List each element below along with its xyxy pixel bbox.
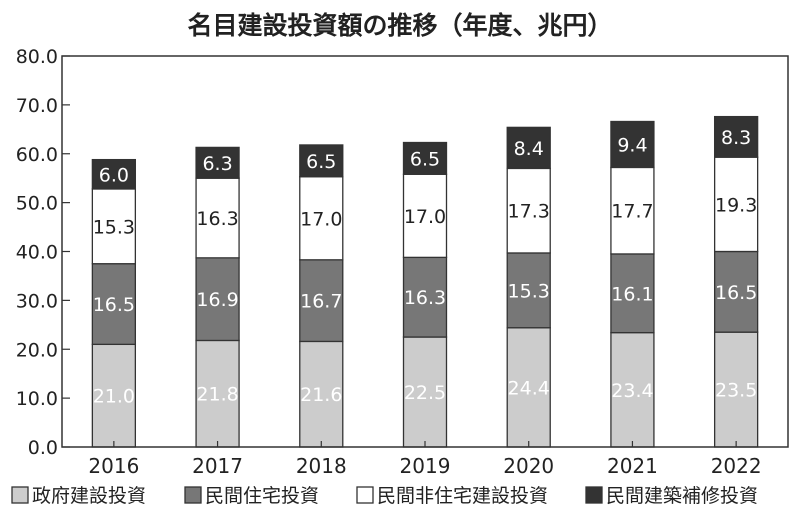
bar-value-label: 21.6: [300, 384, 342, 406]
bar-value-label: 16.9: [196, 289, 238, 311]
legend: 政府建設投資 民間住宅投資 民間非住宅建設投資 民間建築補修投資: [11, 485, 758, 507]
bar-segment: [402, 141, 448, 175]
legend-swatch: [184, 486, 202, 504]
bar-segment: [402, 173, 448, 259]
bar-segment: [610, 253, 655, 334]
bar-value-label: 23.5: [715, 380, 757, 402]
bar-value-label: 16.3: [196, 208, 238, 230]
legend-swatch: [356, 486, 374, 504]
bar-value-label: 16.1: [611, 283, 653, 305]
bar-value-label: 8.4: [514, 138, 544, 160]
bar-value-label: 17.0: [404, 206, 446, 228]
x-tick-label: 2019: [400, 454, 451, 478]
bar-segment: [506, 167, 551, 254]
legend-label: 民間住宅投資: [205, 485, 319, 507]
y-tick-label: 30.0: [16, 290, 58, 312]
bar-value-label: 8.3: [721, 127, 751, 149]
y-tick-label: 60.0: [16, 144, 58, 166]
x-tick-label: 2022: [711, 454, 762, 478]
x-tick-label: 2021: [607, 454, 658, 478]
chart-title: 名目建設投資額の推移（年度、兆円）: [187, 11, 612, 40]
bar-value-label: 15.3: [508, 280, 550, 302]
bar-value-label: 6.5: [410, 148, 440, 170]
legend-label: 民間建築補修投資: [606, 485, 758, 507]
bar-value-label: 17.3: [508, 201, 550, 223]
y-tick-label: 80.0: [16, 46, 58, 68]
legend-swatch: [585, 486, 603, 504]
bar-segment: [299, 259, 344, 343]
bar-value-label: 21.8: [196, 384, 238, 406]
bar-segment: [91, 158, 137, 190]
y-tick-label: 0.0: [28, 437, 58, 459]
bar-value-label: 19.3: [715, 194, 757, 216]
y-axis: 0.0 10.0 20.0 30.0 40.0 50.0 60.0 70.0 80.0: [16, 46, 70, 459]
plot-frame: [61, 55, 789, 448]
bar-value-label: 16.5: [93, 294, 135, 316]
bar-value-label: 24.4: [508, 377, 550, 399]
bar-value-label: 23.4: [611, 380, 653, 402]
y-tick-label: 50.0: [16, 193, 58, 215]
legend-label: 政府建設投資: [32, 485, 146, 507]
bar-segment: [402, 336, 448, 448]
legend-label: 民間非住宅建設投資: [377, 485, 548, 507]
bar-segment: [506, 327, 551, 448]
bar-segment: [713, 331, 759, 448]
bar-segment: [91, 343, 137, 448]
bar-segment: [91, 263, 137, 346]
bar-value-label: 15.3: [93, 216, 135, 238]
bar-segment: [713, 115, 759, 158]
x-tick-label: 2020: [503, 454, 554, 478]
x-axis: 2016 2017 2018 2019 2020 2021 2022: [88, 441, 762, 478]
x-tick-label: 2018: [296, 454, 347, 478]
bar-segment: [610, 120, 655, 169]
x-tick-label: 2017: [192, 454, 243, 478]
bar-segment: [195, 177, 240, 259]
bar-value-label: 6.5: [306, 151, 336, 173]
bars: 21.0 16.5 15.3 6.0 21.8 16.9 16.3 6.3 21.6 16.7 17…: [91, 115, 759, 448]
y-tick-label: 40.0: [16, 242, 58, 264]
legend-swatch: [11, 486, 29, 504]
bar-value-label: 16.5: [715, 282, 757, 304]
bar-segment: [195, 146, 240, 179]
bar-segment: [610, 331, 655, 448]
bar-segment: [299, 340, 344, 448]
bar-value-label: 16.7: [300, 291, 342, 313]
bar-segment: [299, 144, 344, 178]
y-tick-label: 20.0: [16, 339, 58, 361]
bar-value-label: 6.3: [202, 153, 232, 175]
x-tick-label: 2016: [88, 454, 139, 478]
bar-segment: [506, 126, 551, 170]
bar-value-label: 9.4: [617, 134, 647, 156]
bar-value-label: 17.7: [611, 201, 653, 223]
bar-segment: [713, 250, 759, 333]
y-tick-label: 70.0: [16, 95, 58, 117]
bar-value-label: 21.0: [93, 386, 135, 408]
bar-value-label: 22.5: [404, 382, 446, 404]
bar-value-label: 17.0: [300, 208, 342, 230]
y-tick-label: 10.0: [16, 388, 58, 410]
bar-value-label: 16.3: [404, 287, 446, 309]
bar-value-label: 6.0: [99, 164, 129, 186]
